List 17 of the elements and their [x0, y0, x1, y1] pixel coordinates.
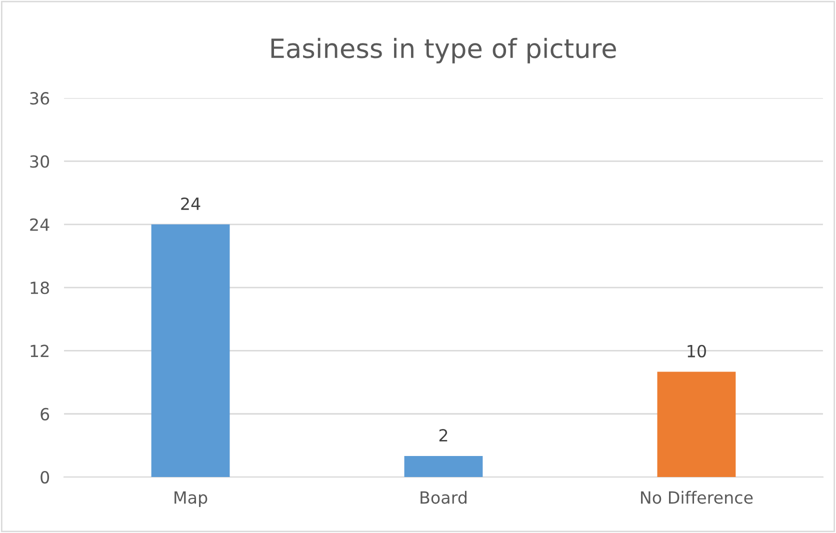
y-tick-label: 12: [30, 344, 48, 358]
y-tick-label: 36: [30, 92, 50, 105]
x-tick-label: Board: [420, 490, 466, 504]
data-label: 10: [688, 344, 706, 358]
bar: [657, 372, 736, 478]
x-tick-label: No Difference: [641, 490, 753, 504]
y-tick-label: 0: [40, 470, 50, 484]
chart-title: Easiness in type of picture: [271, 38, 616, 64]
x-tick-label: Map: [174, 491, 208, 508]
bar: [404, 456, 483, 478]
bar: [151, 224, 230, 478]
data-label: 24: [181, 197, 200, 210]
data-label: 2: [439, 429, 448, 442]
y-tick-label: 6: [40, 408, 50, 420]
y-tick-label: 18: [30, 282, 50, 294]
y-tick-label: 30: [30, 155, 50, 168]
y-tick-label: 24: [30, 218, 50, 231]
